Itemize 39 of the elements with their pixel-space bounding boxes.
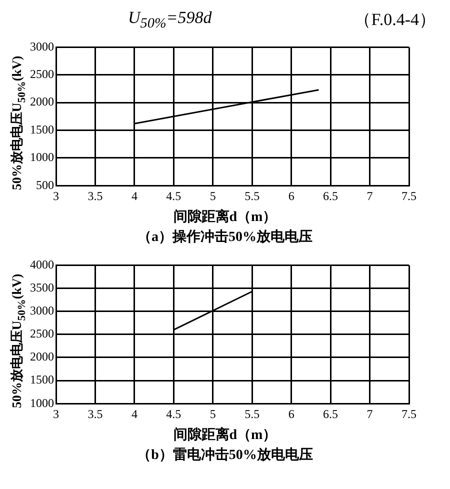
y-tick-label: 1000 [30,150,54,164]
x-tick-label: 7.5 [402,407,416,422]
x-tick-label: 5.5 [244,189,260,204]
x-tick-label: 6.5 [323,189,338,204]
y-tick-label: 1000 [30,396,54,410]
y-tick-label: 4000 [30,258,54,272]
y-tick-label: 500 [36,178,54,192]
y-tick-label: 2500 [30,67,54,82]
x-tick-label: 3.5 [88,407,103,422]
x-tick-label: 7 [366,407,373,422]
x-tick-label: 5 [210,189,216,204]
y-tick-label: 3000 [30,40,54,54]
text: （a）操作冲击50%放电电压 [136,228,314,246]
x-tick-label: 6 [288,189,294,204]
x-tick-label: 7 [366,189,373,204]
x-tick-label: 4.5 [166,407,182,422]
x-axis-title: 间隙距离d（m） [172,208,278,226]
y-tick-label: 1500 [30,122,54,137]
y-tick-label: 2000 [30,95,54,110]
text: （b）雷电冲击50%放电电压 [136,446,314,464]
x-tick-label: 3.5 [88,189,103,204]
y-tick-label: 2000 [30,350,54,364]
x-axis-title: 间隙距离d（m） [172,426,278,444]
text: U$_{50%}$=598d [128,8,212,32]
y-tick-label: 3000 [30,304,54,318]
x-tick-label: 3 [53,407,59,422]
x-tick-label: 4 [131,189,138,204]
y-tick-label: 2500 [30,326,54,341]
x-tick-label: 6 [288,407,294,422]
text: （F.0.4-4） [354,9,436,31]
x-tick-label: 4 [131,407,138,422]
y-tick-label: 3500 [30,280,54,295]
y-tick-label: 1500 [30,373,54,388]
x-tick-label: 6.5 [323,407,338,422]
x-tick-label: 4.5 [166,189,182,204]
x-tick-label: 7.5 [402,189,416,204]
x-tick-label: 5.5 [244,407,260,422]
x-tick-label: 3 [53,189,59,204]
x-tick-label: 5 [210,407,216,422]
